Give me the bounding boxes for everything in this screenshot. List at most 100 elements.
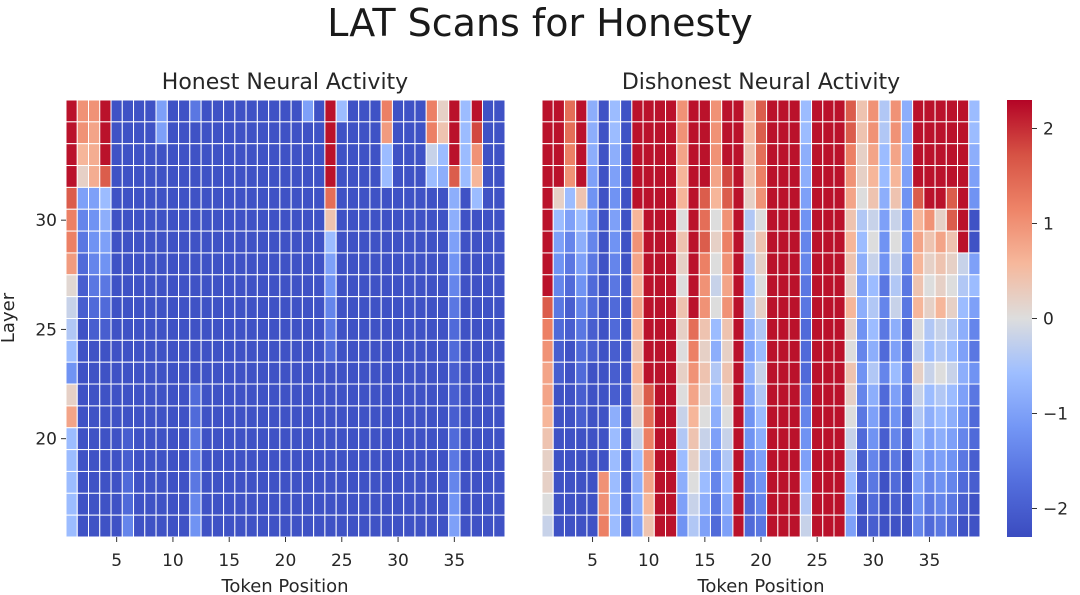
heatmap-cell [777,143,790,167]
y-tick-label: 30 [35,211,57,231]
heatmap-cell [133,186,146,210]
heatmap-cell [256,99,270,123]
heatmap-cell [245,318,258,341]
heatmap-cell [313,514,326,538]
heatmap-cell [178,427,191,451]
heatmap-cell [855,230,869,254]
heatmap-cell [912,252,925,276]
heatmap-cell [380,165,393,188]
heatmap-cell [324,99,337,123]
heatmap-cell [665,99,678,123]
heatmap-cell [709,143,723,167]
heatmap-cell [380,514,393,538]
heatmap-cell [391,230,405,254]
heatmap-cell [481,121,495,145]
heatmap-cell [403,405,416,429]
heatmap-cell [541,449,554,472]
heatmap-cell [245,274,258,298]
heatmap-cell [777,165,790,188]
heatmap-cell [144,470,157,494]
heatmap-cell [459,186,472,210]
heatmap-cell [448,99,461,123]
heatmap-cell [470,230,483,254]
heatmap-cell [144,361,157,385]
heatmap-cell [676,230,689,254]
heatmap-cell [414,274,427,298]
heatmap-cell [889,165,902,188]
heatmap-cell [448,208,461,232]
heatmap-cell [912,492,925,516]
heatmap-cell [65,449,78,472]
heatmap-cell [481,339,495,363]
heatmap-cell [811,492,824,516]
heatmap-cell [189,514,202,538]
heatmap-cell [811,230,824,254]
heatmap-cell [642,252,655,276]
heatmap-cell [968,361,981,385]
heatmap-cell [155,339,168,363]
heatmap-cell [687,405,700,429]
heatmap-cell [425,165,438,188]
heatmap-cell [608,143,622,167]
heatmap-cell [833,318,846,341]
heatmap-cell [155,470,168,494]
colorbar-tick-label: 1 [1043,215,1054,235]
heatmap-cell [777,383,790,407]
heatmap-cell [200,405,213,429]
heatmap-cell [642,514,655,538]
heatmap-cell [844,186,857,210]
heatmap-cell [642,427,655,451]
honest-heatmap-cells [65,99,506,538]
heatmap-cell [889,143,902,167]
heatmap-cell [358,427,371,451]
heatmap-cell [968,492,981,516]
heatmap-cell [256,449,270,472]
heatmap-cell [687,383,700,407]
heatmap-cell [788,405,801,429]
heatmap-cell [481,252,495,276]
heatmap-cell [754,361,768,385]
heatmap-cell [346,514,360,538]
heatmap-cell [642,143,655,167]
heatmap-cell [324,143,337,167]
heatmap-cell [552,274,565,298]
heatmap-cell [256,121,270,145]
heatmap-cell [934,143,947,167]
heatmap-cell [335,230,348,254]
heatmap-cell [900,186,914,210]
heatmap-cell [279,296,292,319]
heatmap-cell [380,470,393,494]
heatmap-cell [799,492,813,516]
heatmap-cell [391,427,405,451]
heatmap-cell [76,339,90,363]
heatmap-cell [245,339,258,363]
heatmap-cell [889,252,902,276]
heatmap-cell [301,449,315,472]
heatmap-cell [155,383,168,407]
heatmap-cell [436,361,450,385]
heatmap-cell [721,186,734,210]
heatmap-cell [358,208,371,232]
heatmap-cell [867,470,880,494]
heatmap-cell [414,492,427,516]
heatmap-cell [369,449,382,472]
heatmap-cell [923,449,936,472]
heatmap-cell [878,492,891,516]
heatmap-cell [867,186,880,210]
heatmap-cell [608,470,622,494]
x-tick-label: 15 [218,551,240,571]
heatmap-cell [121,165,135,188]
heatmap-cell [855,252,869,276]
heatmap-cell [335,361,348,385]
heatmap-cell [335,470,348,494]
heatmap-cell [459,361,472,385]
heatmap-cell [957,339,970,363]
heatmap-cell [178,492,191,516]
heatmap-cell [493,252,506,276]
heatmap-cell [743,492,756,516]
heatmap-cell [732,208,745,232]
heatmap-cell [234,143,247,167]
heatmap-cell [99,143,112,167]
heatmap-cell [754,274,768,298]
dishonest-x-axis-label: Token Position [696,576,824,595]
